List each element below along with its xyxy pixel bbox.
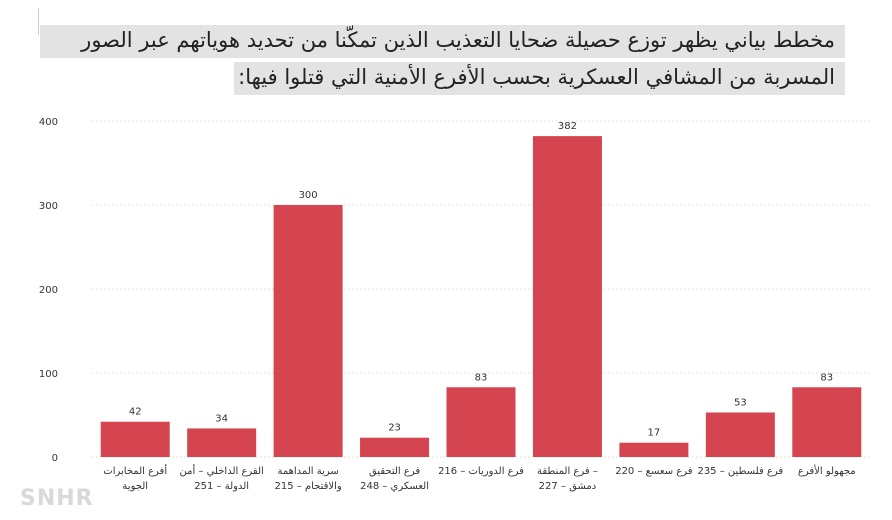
x-tick-label: فرع التحقيق [369,466,420,477]
data-label: 34 [215,413,228,424]
y-tick-label: 0 [52,453,58,464]
data-label: 83 [475,372,488,383]
data-label: 83 [820,372,833,383]
y-tick-label: 400 [39,117,58,128]
x-tick-label: أفرع المخابرات [103,464,167,477]
bar [532,136,602,457]
x-tick-label: – فرع المنطقة [537,466,598,477]
bar [792,387,862,457]
bar [446,387,516,457]
data-label: 23 [388,423,401,434]
x-tick-label: مجهولو الأفرع [798,464,856,477]
bar [187,428,257,457]
y-tick-label: 200 [39,285,58,296]
x-tick-label: فرع فلسطين – 235 [697,466,783,477]
y-tick-label: 100 [39,369,58,380]
y-tick-label: 300 [39,201,58,212]
chart-title-line-1: مخطط بياني يظهر توزع حصيلة ضحايا التعذيب… [40,25,845,58]
x-tick-label: الجوية [122,481,148,492]
x-tick-label: دمشق – 227 [539,481,597,492]
x-tick-label: سرية المداهمة [277,466,338,477]
x-tick-label: والاقتحام – 215 [274,481,341,492]
data-label: 382 [558,121,577,132]
x-tick-label: العسكري – 248 [360,481,429,492]
data-label: 42 [129,407,142,418]
bar [273,205,343,457]
data-label: 300 [299,190,318,201]
x-tick-label: القرع الداخلي – أمن [179,464,263,477]
data-label: 17 [648,428,661,439]
title-divider-line [38,8,39,35]
snhr-watermark: SNHR [20,486,94,511]
bar [360,437,430,457]
data-label: 53 [734,397,747,408]
x-tick-label: الدولة – 251 [194,481,249,492]
chart-title-line-2: المسربة من المشافي العسكرية بحسب الأفرع … [234,62,845,95]
x-tick-label: فرع سعسع – 220 [615,466,693,477]
bar [100,421,170,457]
bar [619,442,689,457]
x-tick-label: فرع الدوريات – 216 [438,466,524,477]
bar [705,412,775,457]
